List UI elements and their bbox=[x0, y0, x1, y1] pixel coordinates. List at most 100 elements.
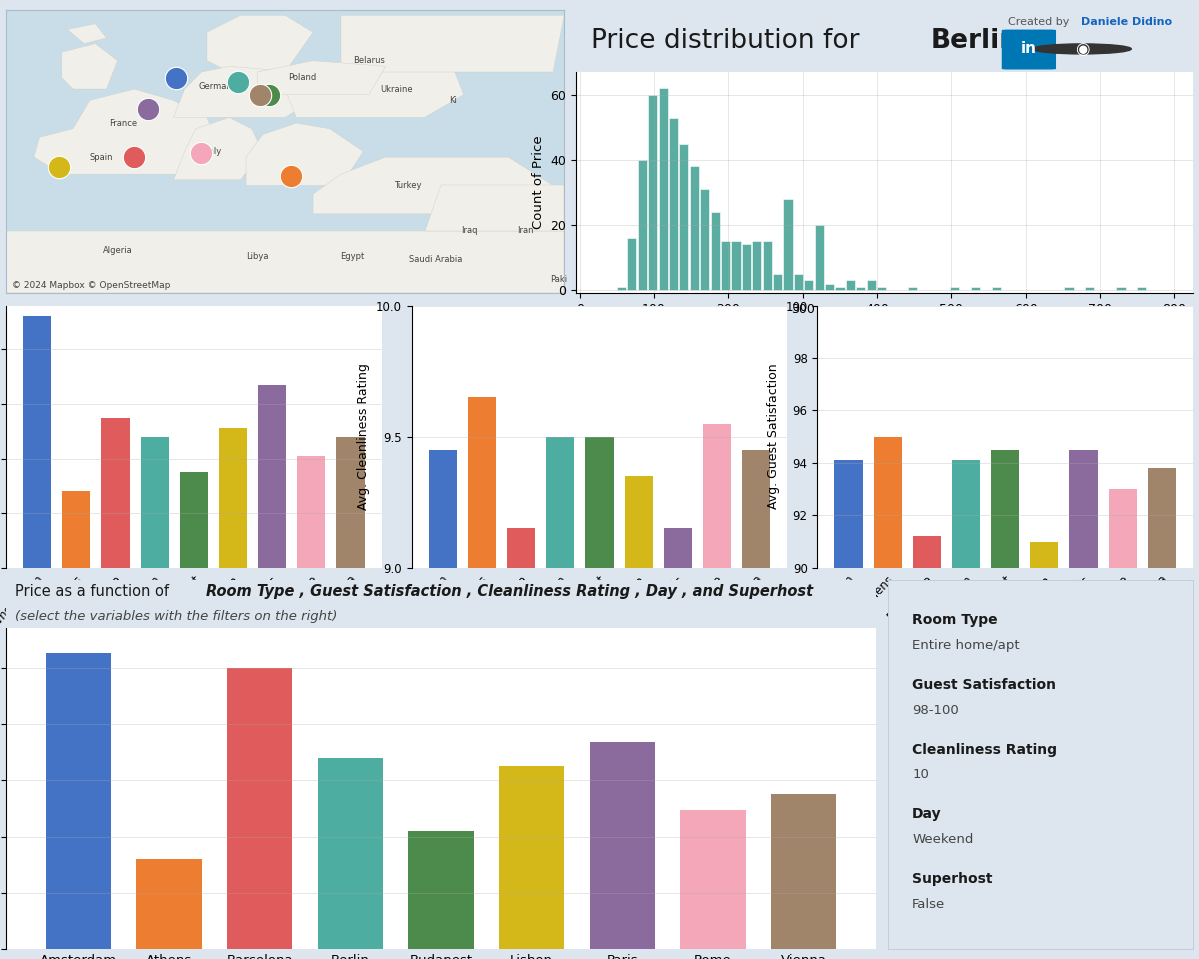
Bar bbox=[507, 528, 535, 959]
Polygon shape bbox=[424, 185, 565, 231]
Polygon shape bbox=[246, 123, 363, 185]
Text: False: False bbox=[912, 898, 946, 911]
Point bbox=[228, 74, 247, 89]
Bar bbox=[627, 238, 637, 290]
Text: Turkey: Turkey bbox=[394, 181, 422, 190]
Text: Price distribution for: Price distribution for bbox=[591, 28, 868, 54]
Text: Daniele Didino: Daniele Didino bbox=[1080, 17, 1171, 27]
Text: Superhost: Superhost bbox=[912, 872, 993, 886]
Text: Price as a function of: Price as a function of bbox=[14, 584, 174, 598]
Bar bbox=[23, 316, 52, 568]
Bar bbox=[952, 460, 980, 959]
Bar bbox=[547, 436, 574, 959]
Text: Ukraine: Ukraine bbox=[380, 84, 414, 94]
Polygon shape bbox=[207, 15, 313, 81]
Bar bbox=[585, 436, 614, 959]
Bar bbox=[337, 436, 364, 568]
Polygon shape bbox=[258, 60, 386, 95]
Text: Room Type , Guest Satisfaction , Cleanliness Rating , Day , and Superhost: Room Type , Guest Satisfaction , Cleanli… bbox=[206, 584, 813, 598]
Text: Algeria: Algeria bbox=[103, 246, 133, 255]
Bar bbox=[681, 809, 746, 949]
X-axis label: Price (bin): Price (bin) bbox=[850, 321, 918, 335]
Bar bbox=[867, 280, 875, 290]
Bar bbox=[227, 667, 293, 949]
Bar bbox=[102, 417, 129, 568]
Bar bbox=[742, 450, 770, 959]
Polygon shape bbox=[341, 15, 565, 72]
Bar bbox=[1070, 450, 1097, 959]
Bar bbox=[771, 794, 837, 949]
Text: Italy: Italy bbox=[204, 147, 222, 156]
Polygon shape bbox=[34, 89, 218, 175]
Polygon shape bbox=[174, 117, 263, 180]
Bar bbox=[971, 287, 980, 290]
Bar bbox=[616, 287, 626, 290]
Point bbox=[125, 150, 144, 165]
Text: Created by: Created by bbox=[1008, 17, 1073, 27]
Bar bbox=[1116, 287, 1126, 290]
Bar bbox=[409, 831, 474, 949]
Point bbox=[251, 87, 270, 103]
Text: (select the variables with the filters on the right): (select the variables with the filters o… bbox=[14, 610, 337, 622]
Text: Belarus: Belarus bbox=[353, 57, 385, 65]
Bar bbox=[836, 287, 844, 290]
Bar bbox=[664, 528, 692, 959]
Bar bbox=[742, 245, 751, 290]
Bar bbox=[912, 536, 941, 959]
Text: Cleanliness Rating: Cleanliness Rating bbox=[912, 742, 1058, 757]
Bar bbox=[638, 160, 646, 290]
Bar bbox=[669, 118, 679, 290]
Text: Berlin: Berlin bbox=[930, 28, 1019, 54]
Text: 98-100: 98-100 bbox=[912, 704, 959, 716]
Text: Iraq: Iraq bbox=[462, 226, 477, 235]
Bar bbox=[137, 859, 201, 949]
Bar bbox=[1109, 489, 1137, 959]
Bar bbox=[297, 456, 325, 568]
Bar bbox=[429, 450, 457, 959]
Polygon shape bbox=[67, 24, 107, 44]
Bar bbox=[258, 385, 287, 568]
Bar bbox=[825, 284, 835, 290]
Bar bbox=[783, 199, 793, 290]
Text: Guest Satisfaction: Guest Satisfaction bbox=[912, 678, 1056, 692]
Bar bbox=[950, 287, 959, 290]
Bar bbox=[909, 287, 917, 290]
Y-axis label: Avg. Guest Satisfaction: Avg. Guest Satisfaction bbox=[767, 363, 779, 509]
Bar bbox=[689, 167, 699, 290]
Text: Day: Day bbox=[912, 807, 941, 821]
Point bbox=[139, 102, 158, 117]
Polygon shape bbox=[313, 157, 553, 214]
Bar bbox=[1137, 287, 1146, 290]
Bar bbox=[835, 460, 862, 959]
Text: Egypt: Egypt bbox=[341, 252, 364, 261]
Text: 10: 10 bbox=[912, 768, 929, 782]
Bar bbox=[1065, 287, 1073, 290]
Bar bbox=[658, 88, 668, 290]
Bar bbox=[794, 273, 803, 290]
Bar bbox=[874, 436, 902, 959]
Text: Spain: Spain bbox=[89, 152, 113, 162]
Text: © 2024 Mapbox © OpenStreetMap: © 2024 Mapbox © OpenStreetMap bbox=[12, 282, 170, 291]
Bar bbox=[856, 287, 866, 290]
Bar bbox=[845, 280, 855, 290]
Bar bbox=[814, 225, 824, 290]
Text: Saudi Arabia: Saudi Arabia bbox=[409, 255, 463, 264]
Circle shape bbox=[1032, 44, 1132, 54]
Bar bbox=[711, 212, 719, 290]
Text: Poland: Poland bbox=[288, 73, 317, 82]
Bar bbox=[219, 429, 247, 568]
Point bbox=[49, 159, 68, 175]
FancyBboxPatch shape bbox=[1001, 30, 1056, 69]
Text: in: in bbox=[1020, 41, 1037, 57]
Bar bbox=[763, 242, 772, 290]
Polygon shape bbox=[285, 55, 464, 117]
Text: Iran: Iran bbox=[517, 226, 534, 235]
Polygon shape bbox=[6, 231, 565, 293]
Point bbox=[167, 70, 186, 85]
Text: France: France bbox=[109, 119, 138, 128]
Text: Room Type: Room Type bbox=[912, 613, 998, 627]
Bar bbox=[649, 95, 657, 290]
Bar bbox=[876, 287, 886, 290]
Bar bbox=[468, 397, 496, 959]
Bar bbox=[703, 424, 731, 959]
